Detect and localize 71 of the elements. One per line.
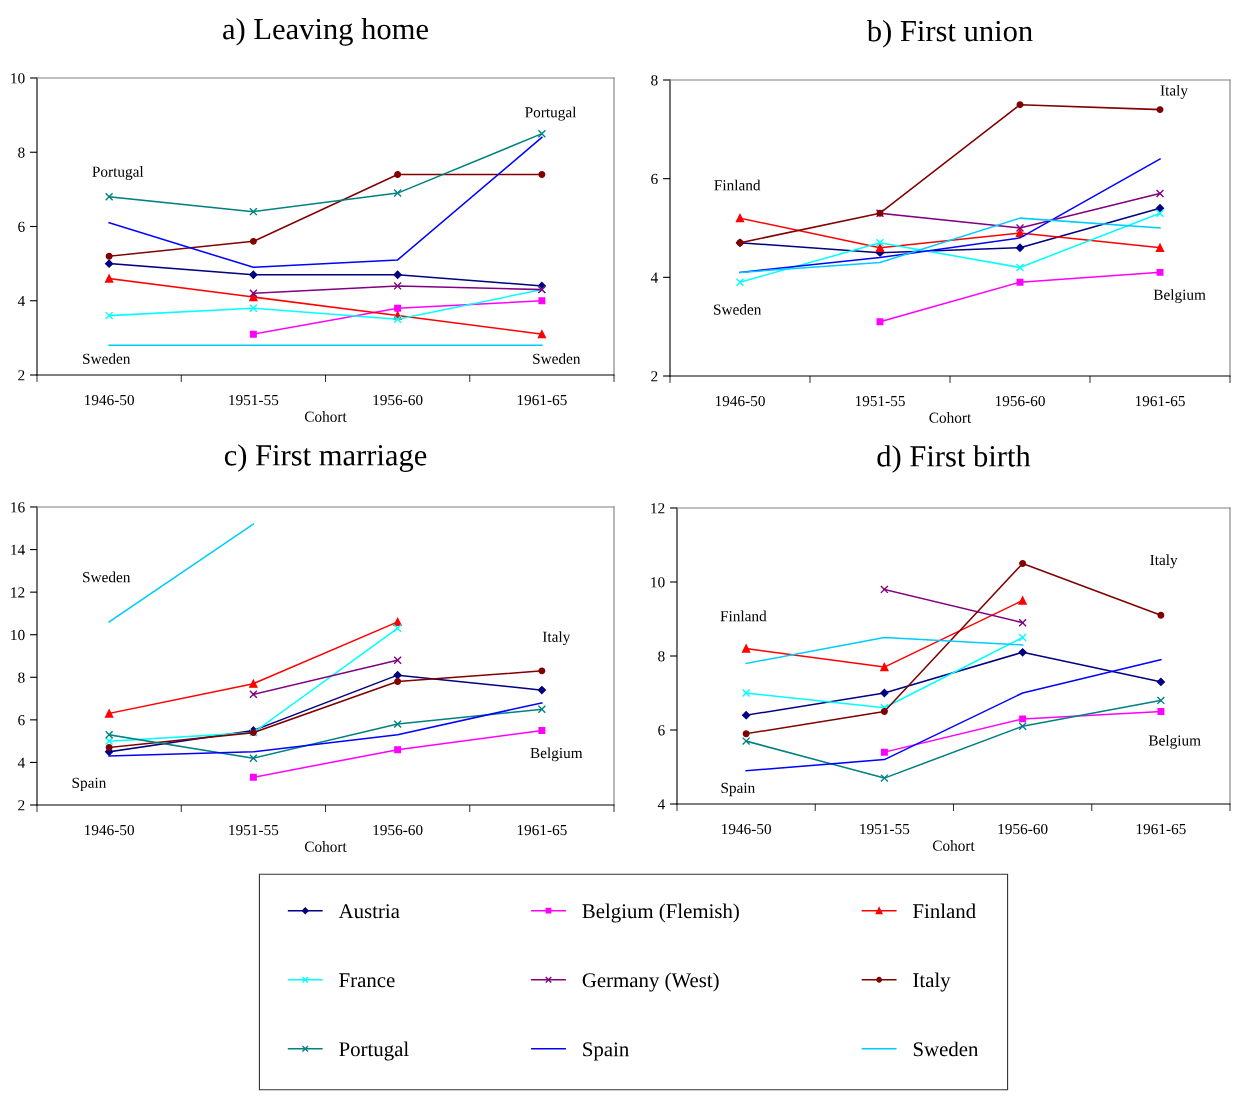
annotation: Portugal bbox=[525, 106, 577, 121]
x-tick-label: 1961-65 bbox=[517, 824, 567, 836]
x-tick-label: 1961-65 bbox=[1135, 395, 1185, 407]
y-tick-label: 12 bbox=[11, 587, 25, 598]
annotation: Sweden bbox=[714, 303, 762, 315]
x-tick-label: 1956-60 bbox=[373, 824, 423, 836]
x-axis-title: Cohort bbox=[304, 411, 347, 422]
y-tick-label: 12 bbox=[651, 503, 665, 514]
y-tick-label: 4 bbox=[650, 272, 658, 283]
annotation: Portugal bbox=[92, 166, 144, 180]
legend-label: Austria bbox=[338, 904, 400, 919]
x-tick-label: 1946-50 bbox=[85, 394, 134, 406]
annotation: Sweden bbox=[533, 353, 581, 364]
x-tick-label: 1946-50 bbox=[85, 824, 134, 836]
y-tick-label: 10 bbox=[11, 629, 25, 641]
legend-label: Belgium (Flemish) bbox=[582, 903, 739, 923]
y-tick-label: 6 bbox=[18, 715, 25, 726]
chart-title: c) First marriage bbox=[224, 444, 427, 472]
annotation: Finland bbox=[714, 179, 761, 191]
legend-label: Germany (West) bbox=[582, 972, 719, 992]
annotation: Belgium bbox=[1153, 289, 1206, 304]
annotation: Sweden bbox=[83, 571, 131, 583]
legend-label: Portugal bbox=[339, 1041, 409, 1061]
x-tick-label: 1956-60 bbox=[995, 395, 1045, 407]
x-tick-label: 1951-55 bbox=[860, 823, 910, 835]
annotation: Finland bbox=[720, 610, 767, 622]
y-tick-label: 14 bbox=[11, 544, 25, 555]
y-tick-label: 6 bbox=[651, 173, 658, 185]
y-tick-label: 2 bbox=[18, 370, 25, 381]
y-tick-label: 8 bbox=[658, 651, 665, 662]
x-tick-label: 1961-65 bbox=[517, 394, 567, 406]
x-tick-label: 1951-55 bbox=[229, 394, 279, 406]
y-tick-label: 8 bbox=[18, 147, 25, 158]
x-axis-title: Cohort bbox=[932, 840, 975, 851]
annotation: Italy bbox=[542, 631, 571, 646]
chart-title: a) Leaving home bbox=[223, 17, 428, 46]
y-tick-label: 8 bbox=[18, 672, 25, 683]
y-tick-label: 4 bbox=[17, 295, 25, 307]
legend-label: France bbox=[339, 973, 395, 988]
y-tick-label: 4 bbox=[17, 757, 25, 768]
legend-label: Finland bbox=[913, 903, 976, 919]
x-tick-label: 1946-50 bbox=[715, 395, 765, 407]
annotation: Sweden bbox=[83, 353, 131, 364]
y-tick-label: 16 bbox=[11, 502, 25, 513]
legend-label: Sweden bbox=[913, 1041, 979, 1057]
annotation: Italy bbox=[1160, 84, 1188, 99]
chart-title: d) First birth bbox=[877, 445, 1031, 473]
x-tick-label: 1956-60 bbox=[373, 394, 423, 406]
y-tick-label: 6 bbox=[18, 221, 25, 232]
y-tick-label: 8 bbox=[651, 75, 658, 86]
x-tick-label: 1951-55 bbox=[229, 824, 279, 836]
annotation: Belgium bbox=[1148, 734, 1201, 749]
chart-title: b) First union bbox=[866, 19, 1033, 48]
y-tick-label: 4 bbox=[657, 799, 665, 810]
y-tick-label: 10 bbox=[651, 577, 665, 588]
legend-label: Italy bbox=[913, 972, 951, 992]
y-tick-label: 2 bbox=[18, 800, 25, 811]
annotation: Spain bbox=[72, 777, 107, 792]
y-tick-label: 6 bbox=[658, 725, 665, 736]
annotation: Italy bbox=[1150, 554, 1178, 569]
x-axis-title: Cohort bbox=[929, 412, 972, 423]
x-tick-label: 1946-50 bbox=[722, 823, 771, 835]
annotation: Belgium bbox=[530, 747, 583, 762]
x-tick-label: 1951-55 bbox=[855, 395, 905, 407]
x-tick-label: 1961-65 bbox=[1136, 823, 1186, 835]
annotation: Spain bbox=[721, 782, 755, 797]
x-axis-title: Cohort bbox=[304, 841, 347, 852]
y-tick-label: 2 bbox=[651, 371, 658, 382]
y-tick-label: 10 bbox=[11, 73, 25, 84]
x-tick-label: 1956-60 bbox=[998, 823, 1048, 835]
legend-label: Spain bbox=[583, 1042, 629, 1061]
